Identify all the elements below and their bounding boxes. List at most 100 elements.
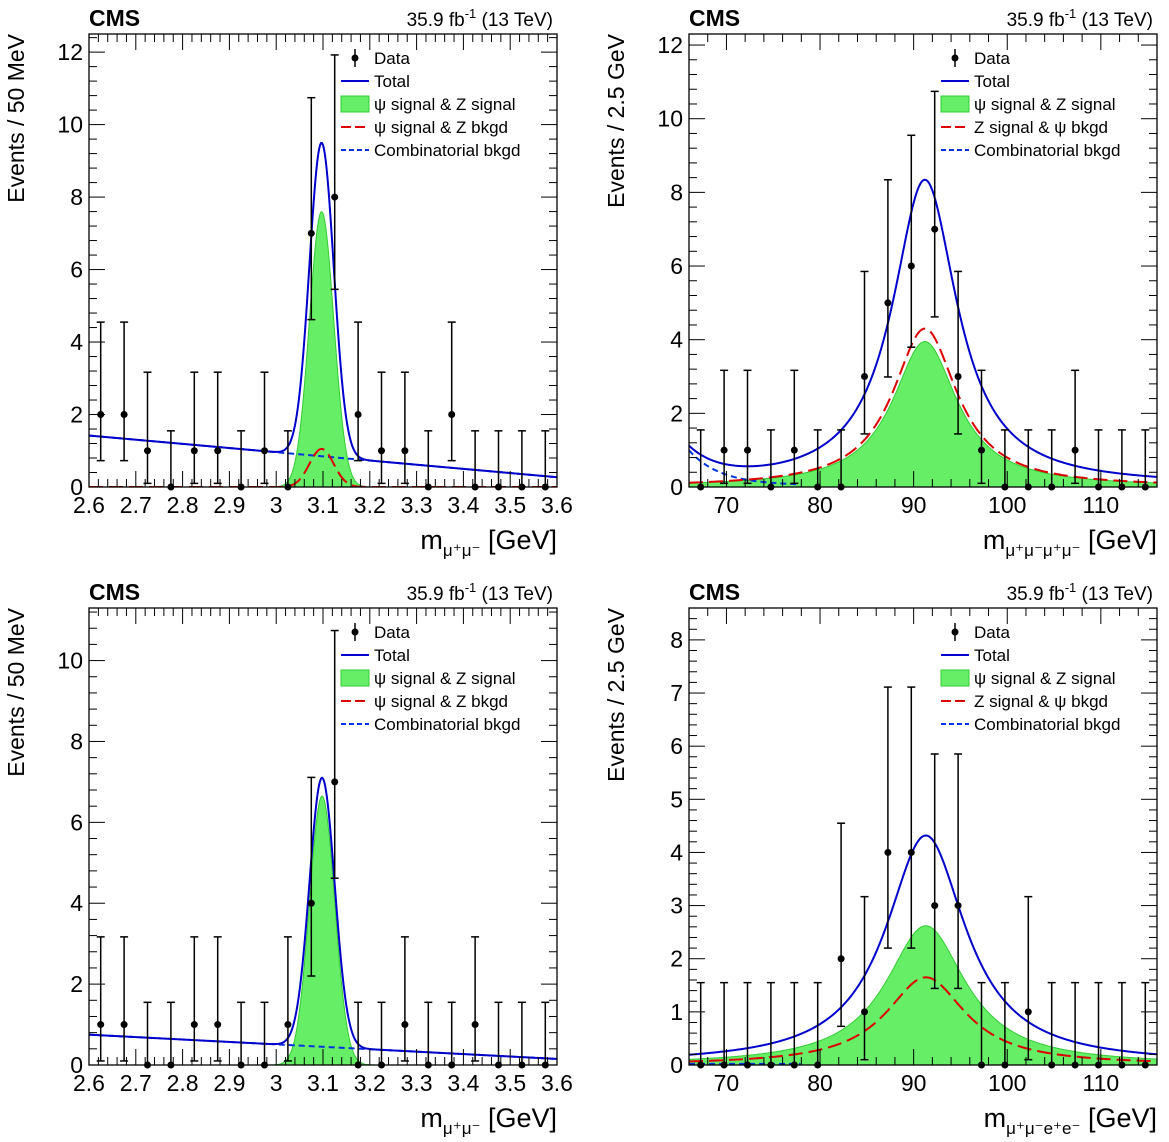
data-point — [907, 848, 915, 856]
data-point — [214, 447, 222, 455]
data-point — [144, 447, 151, 455]
data-point — [1024, 1008, 1032, 1016]
x-tick-label: 3.5 — [494, 1070, 526, 1096]
y-tick-label: 10 — [57, 648, 83, 674]
x-tick-label: 3.1 — [307, 492, 339, 518]
legend-entry-label: ψ signal & Z bkgd — [374, 692, 508, 711]
plot-area — [689, 178, 1157, 487]
x-tick-label: 80 — [807, 1070, 833, 1096]
data-point — [284, 1021, 292, 1029]
y-axis-label: Events / 2.5 GeV — [603, 33, 629, 208]
y-tick-label: 4 — [70, 890, 83, 916]
legend: Data Total ψ signal & Z signal Z signal & ψ… — [940, 49, 1120, 160]
legend: Data Total ψ signal & Z signal ψ signal & Z… — [340, 623, 520, 734]
x-tick-label: 3 — [270, 1070, 283, 1096]
luminosity-label: 35.9 fb-1 (13 TeV) — [1007, 6, 1153, 31]
x-tick-label: 70 — [714, 492, 740, 518]
legend-entry-label: Combinatorial bkgd — [974, 141, 1120, 160]
data-points — [96, 54, 550, 491]
x-tick-label: 3.4 — [447, 1070, 479, 1096]
legend-data-marker — [351, 54, 359, 62]
y-tick-label: 3 — [670, 893, 683, 919]
x-axis-label: mμ⁺μ⁻e⁺e⁻ [GeV] — [984, 1103, 1157, 1138]
legend-entry-label: Data — [974, 49, 1010, 68]
plot-area — [89, 776, 557, 1065]
data-point — [954, 902, 962, 910]
x-tick-label: 80 — [807, 492, 833, 518]
x-tick-label: 3.4 — [447, 492, 479, 518]
data-point — [120, 1021, 128, 1029]
x-tick-label: 2.8 — [167, 492, 199, 518]
plot-area — [89, 141, 557, 487]
y-tick-label: 2 — [670, 946, 683, 972]
y-tick-label: 8 — [670, 627, 683, 653]
data-point — [354, 411, 362, 419]
data-point — [307, 899, 315, 907]
data-point — [378, 447, 385, 455]
plot-area — [689, 834, 1157, 1065]
x-tick-label: 2.7 — [120, 1070, 152, 1096]
total-fit-line — [89, 141, 557, 479]
data-point — [97, 1021, 105, 1029]
data-points — [96, 629, 550, 1069]
luminosity-label: 35.9 fb-1 (13 TeV) — [407, 6, 553, 31]
y-tick-label: 5 — [670, 786, 683, 812]
x-tick-label: 100 — [988, 1070, 1026, 1096]
chart-panel-3: 0 2 4 6 8 10 2.6 2.7 2.8 2.9 3 3.1 3.2 3.3 3.4 3.5 3.6 CM… — [3, 579, 573, 1138]
legend-entry-label: Total — [974, 72, 1010, 91]
legend-entry-label: Data — [374, 49, 410, 68]
legend-signal-marker — [340, 669, 370, 687]
legend-entry-label: ψ signal & Z signal — [374, 95, 516, 114]
experiment-label: CMS — [689, 5, 740, 31]
y-tick-label: 10 — [657, 106, 683, 132]
data-point — [214, 1021, 222, 1029]
y-tick-label: 2 — [670, 400, 683, 426]
y-tick-label: 8 — [70, 728, 83, 754]
signal-fill-area — [89, 795, 557, 1065]
signal-bkgd-line — [89, 447, 557, 487]
y-tick-label: 10 — [57, 112, 83, 138]
y-tick-label: 12 — [57, 39, 83, 65]
y-tick-label: 6 — [670, 733, 683, 759]
legend-entry-label: Combinatorial bkgd — [374, 715, 520, 734]
data-point — [448, 411, 456, 419]
data-point — [331, 193, 339, 201]
luminosity-label: 35.9 fb-1 (13 TeV) — [1007, 580, 1153, 605]
data-point — [884, 299, 892, 307]
data-point — [331, 778, 339, 786]
data-point — [790, 446, 798, 454]
x-tick-label: 3.3 — [401, 1070, 433, 1096]
x-tick-label: 2.9 — [213, 492, 245, 518]
legend-entry-label: Data — [374, 623, 410, 642]
total-fit-line — [689, 834, 1157, 1056]
y-tick-label: 0 — [670, 1052, 683, 1078]
y-tick-label: 12 — [657, 32, 683, 58]
signal-fill-area — [89, 211, 557, 487]
legend-data-marker — [951, 54, 959, 62]
x-tick-label: 3.2 — [354, 492, 386, 518]
y-tick-label: 2 — [70, 402, 83, 428]
y-tick-label: 8 — [670, 179, 683, 205]
y-tick-label: 4 — [70, 329, 83, 355]
experiment-label: CMS — [89, 579, 140, 605]
data-point — [931, 902, 939, 910]
chart-panel-2: 0 2 4 6 8 10 12 70 80 90 100 110 CMS 35.9 fb-1 (13 Te… — [603, 5, 1158, 560]
x-tick-label: 90 — [901, 1070, 927, 1096]
legend-entry-label: ψ signal & Z signal — [974, 669, 1116, 688]
y-tick-label: 0 — [70, 474, 83, 500]
x-tick-label: 3.3 — [401, 492, 433, 518]
plot-frame — [688, 607, 1158, 1066]
signal-bkgd-line — [689, 327, 1157, 484]
legend-entry-label: Z signal & ψ bkgd — [974, 692, 1108, 711]
legend-entry-label: Data — [974, 623, 1010, 642]
data-point — [720, 446, 728, 454]
data-point — [884, 848, 892, 856]
y-tick-label: 6 — [70, 809, 83, 835]
y-tick-label: 1 — [670, 999, 683, 1025]
x-axis-label: mμ⁺μ⁻ [GeV] — [420, 1103, 557, 1138]
total-fit-line — [689, 178, 1157, 478]
legend-entry-label: Total — [374, 72, 410, 91]
data-point — [471, 1021, 479, 1029]
